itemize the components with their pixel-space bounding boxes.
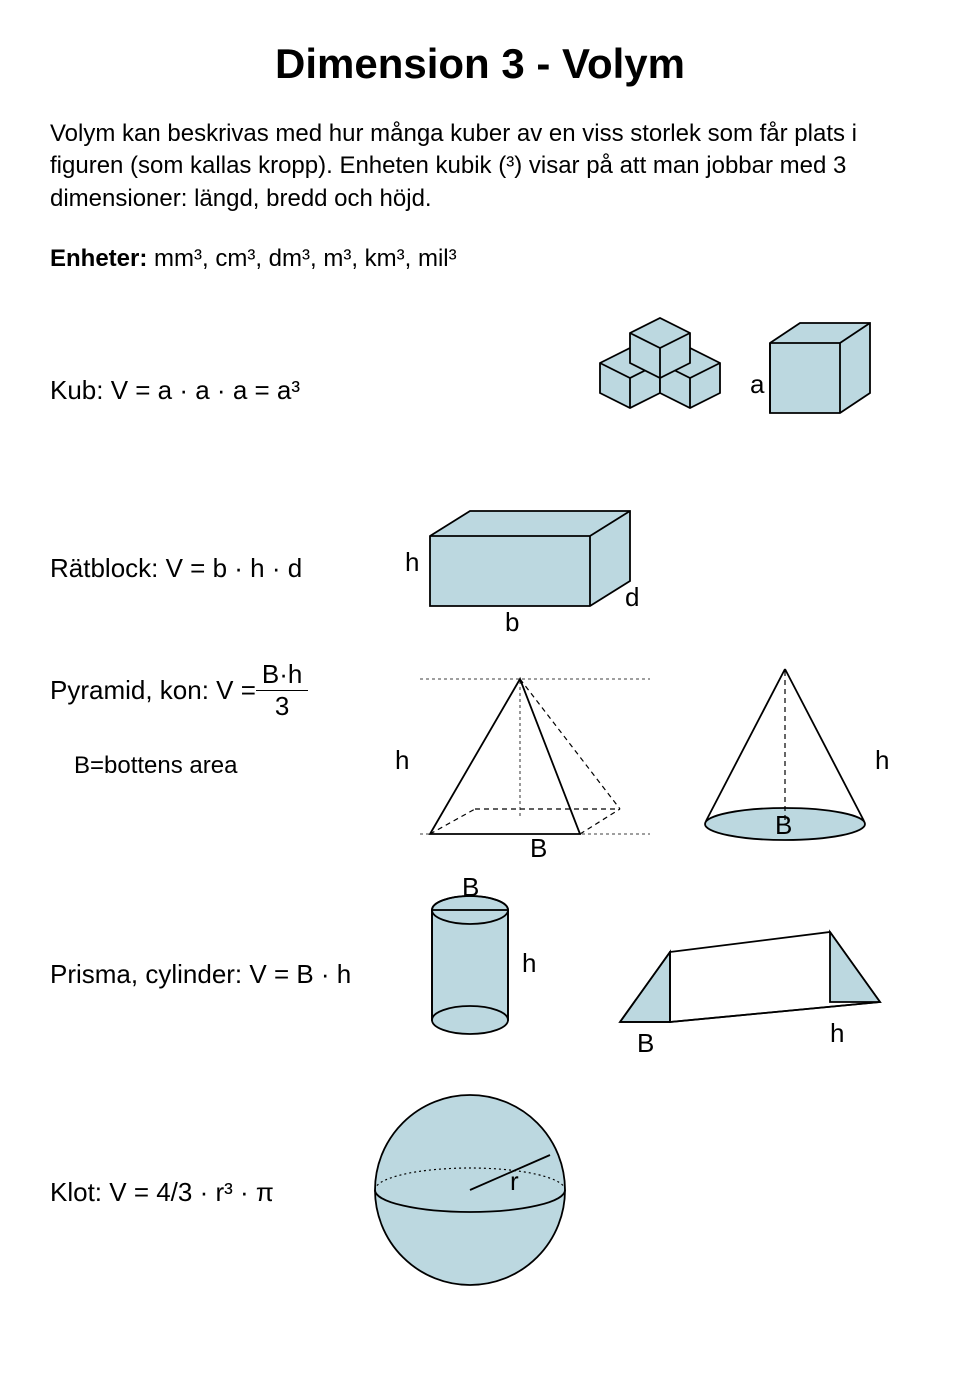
pyramid-kon-formula-pre: Pyramid, kon: V = [50,675,256,706]
label-r: r [510,1166,519,1196]
label-h-prism: h [830,1018,844,1048]
label-h-block: h [405,547,419,577]
pyramid-kon-figure: h B h B [380,659,910,864]
kub-figure: a [400,303,910,478]
pyramid-kon-fraction: B·h 3 [256,659,308,722]
ratblock-row: Rätblock: V = b · h · d h b d [50,496,910,641]
label-b-block: b [505,607,519,637]
ratblock-formula: Rätblock: V = b · h · d [50,553,350,584]
kub-row: Kub: V = a · a · a = a³ [50,303,910,478]
fraction-num: B·h [256,659,308,691]
page-title: Dimension 3 - Volym [50,40,910,88]
prisma-formula: Prisma, cylinder: V = B · h [50,959,390,990]
ratblock-figure: h b d [350,496,910,641]
label-d-block: d [625,582,639,612]
klot-formula: Klot: V = 4/3 · r³ · π [50,1177,350,1208]
prisma-figure: B h B h [390,882,910,1067]
label-B-prism: B [637,1028,654,1058]
label-B-cyl: B [462,872,479,902]
units-list: mm³, cm³, dm³, m³, km³, mil³ [154,245,457,272]
klot-figure: r [350,1085,910,1300]
label-h-cyl: h [522,948,536,978]
intro-text: Volym kan beskrivas med hur många kuber … [50,118,910,215]
units-line: Enheter: mm³, cm³, dm³, m³, km³, mil³ [50,245,910,273]
label-h-cone: h [875,745,889,775]
bottens-area: B=bottens area [74,752,380,780]
prisma-row: Prisma, cylinder: V = B · h B h [50,882,910,1067]
label-h-pyr: h [395,745,409,775]
klot-row: Klot: V = 4/3 · r³ · π r [50,1085,910,1300]
kub-formula: Kub: V = a · a · a = a³ [50,375,400,406]
units-label: Enheter: [50,245,147,272]
label-B-cone: B [775,810,792,840]
pyramid-kon-row: Pyramid, kon: V = B·h 3 B=bottens area h… [50,659,910,864]
label-a: a [750,369,765,399]
fraction-den: 3 [256,691,308,722]
label-B-pyr: B [530,833,547,863]
